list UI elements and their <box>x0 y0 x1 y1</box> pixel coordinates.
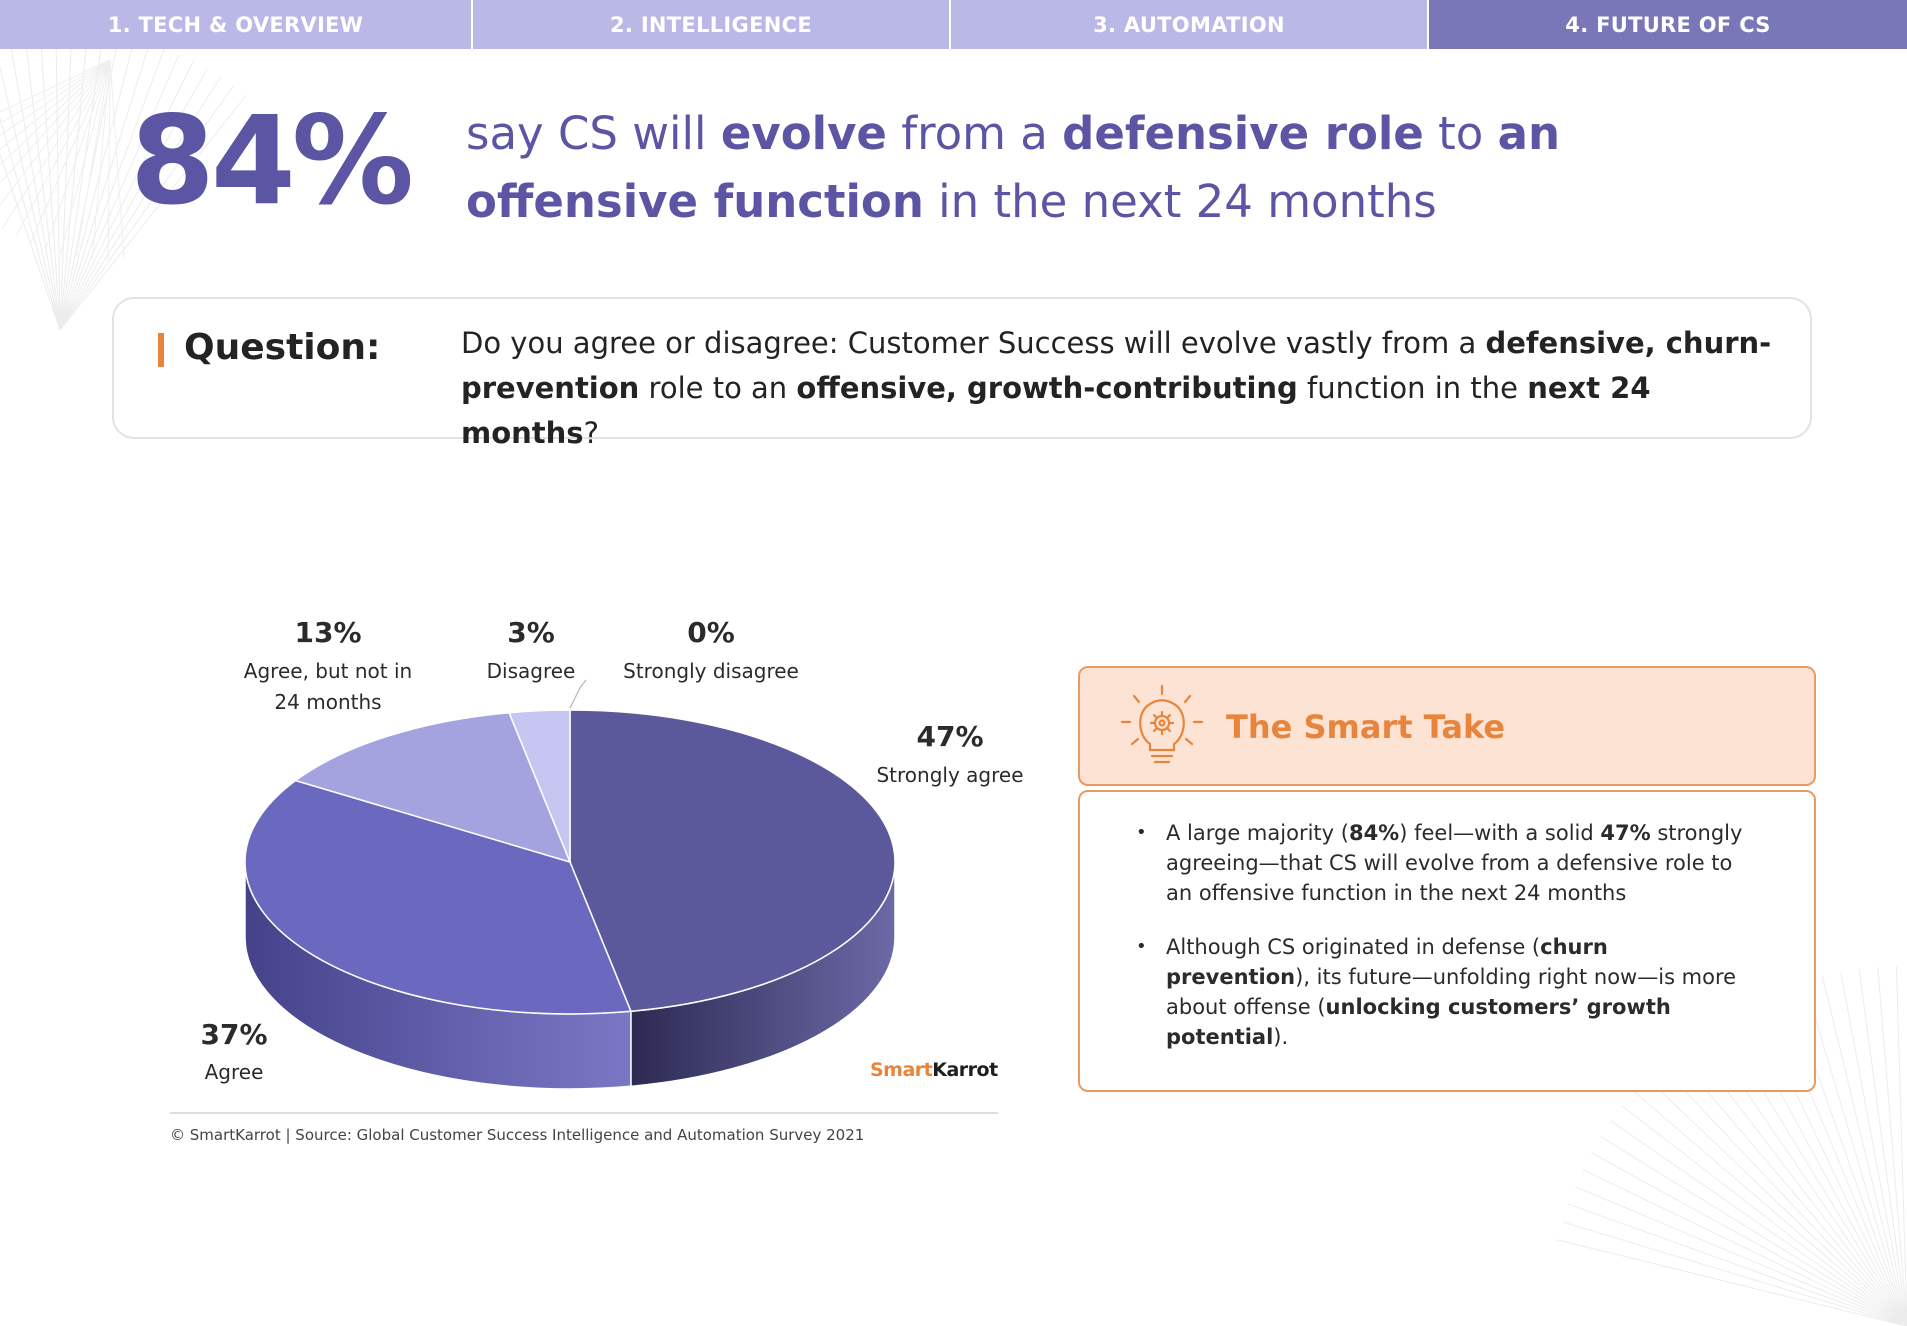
logo-part-smart: Smart <box>870 1059 933 1081</box>
question-accent-bar <box>158 333 164 367</box>
question-segment: Do you agree or disagree: Customer Succe… <box>461 326 1486 360</box>
label-strongly-agree-value: 47% <box>916 720 984 753</box>
pie-slice-agree-but-not-in-24-months <box>293 711 572 864</box>
headline-percentage: 84% <box>130 90 414 232</box>
headline-segment: in the next 24 months <box>923 175 1437 228</box>
question-segment: next 24 months <box>461 371 1651 450</box>
bullet-segment: ) feel—with a solid <box>1399 821 1601 845</box>
bullet-segment: ), its future—unfolding right now—is mor… <box>1166 965 1737 1019</box>
question-segment: role to an <box>639 371 797 405</box>
headline-segment: say CS will <box>466 107 721 160</box>
source-footnote: © SmartKarrot | Source: Global Customer … <box>170 1126 865 1144</box>
pie-slice-strongly-agree <box>569 709 896 1013</box>
label-disagree-value: 3% <box>507 616 555 649</box>
tab-2[interactable]: 2. INTELLIGENCE <box>471 0 949 49</box>
label-strongly-disagree-category: Strongly disagree <box>623 659 799 683</box>
smart-take-header: The Smart Take <box>1078 666 1816 786</box>
question-segment: function in the <box>1297 371 1528 405</box>
bullet-segment: churn prevention <box>1166 935 1608 989</box>
logo-part-karrot: Karrot <box>932 1059 998 1081</box>
bullet-segment: strongly agreeing—that CS will evolve fr… <box>1166 821 1743 905</box>
smart-take-title: The Smart Take <box>1226 708 1506 746</box>
smart-take-bullets: A large majority (84%) feel—with a solid… <box>1136 818 1751 1076</box>
tab-1[interactable]: 1. TECH & OVERVIEW <box>0 0 471 49</box>
question-segment: defensive, churn-prevention <box>461 326 1772 405</box>
smart-take-body: A large majority (84%) feel—with a solid… <box>1078 790 1816 1092</box>
smartkarrot-logo: SmartKarrot <box>870 1059 998 1081</box>
headline-segment: from a <box>886 107 1063 160</box>
question-segment: offensive, growth-contributing <box>796 371 1298 405</box>
bullet-segment: 47% <box>1600 821 1651 845</box>
pie-chart <box>244 679 896 1090</box>
smart-take-bullet: Although CS originated in defense (churn… <box>1136 932 1751 1052</box>
leader-line-strongly-disagree <box>569 679 587 709</box>
label-agree-category: Agree <box>204 1060 264 1084</box>
bullet-segment: ). <box>1273 1025 1289 1049</box>
bullet-segment: 84% <box>1348 821 1400 845</box>
question-segment: ? <box>583 416 599 450</box>
headline-segment: defensive role <box>1062 107 1424 160</box>
headline-segment: to <box>1423 107 1498 160</box>
headline-segment: an offensive function <box>466 107 1561 228</box>
pie-slice-disagree <box>508 709 571 863</box>
lightbulb-gear-icon <box>1120 684 1204 764</box>
pie-slice-agree <box>244 779 632 1015</box>
label-agree-not-24-category: Agree, but not in 24 months <box>243 659 413 714</box>
headline-segment: evolve <box>720 107 887 160</box>
question-box: Question: Do you agree or disagree: Cust… <box>112 297 1812 450</box>
tab-3[interactable]: 3. AUTOMATION <box>949 0 1427 49</box>
bullet-segment: A large majority ( <box>1166 821 1349 845</box>
question-text: Do you agree or disagree: Customer Succe… <box>461 321 1791 456</box>
section-tabs: 1. TECH & OVERVIEW 2. INTELLIGENCE 3. AUTO… <box>0 0 1907 49</box>
label-agree-value: 37% <box>200 1018 268 1051</box>
label-disagree-category: Disagree <box>486 659 576 683</box>
tab-4[interactable]: 4. FUTURE OF CS <box>1427 0 1907 49</box>
bullet-segment: unlocking customers’ growth potential <box>1166 995 1671 1049</box>
smart-take-bullet: A large majority (84%) feel—with a solid… <box>1136 818 1751 908</box>
label-agree-not-24-value: 13% <box>294 616 362 649</box>
headline-text: say CS will evolve from a defensive role… <box>466 100 1786 236</box>
question-label: Question: <box>184 327 381 368</box>
label-strongly-agree-category: Strongly agree <box>876 763 1024 787</box>
footnote-divider <box>170 1112 998 1114</box>
bullet-segment: Although CS originated in defense ( <box>1166 935 1541 959</box>
label-strongly-disagree-value: 0% <box>687 616 735 649</box>
